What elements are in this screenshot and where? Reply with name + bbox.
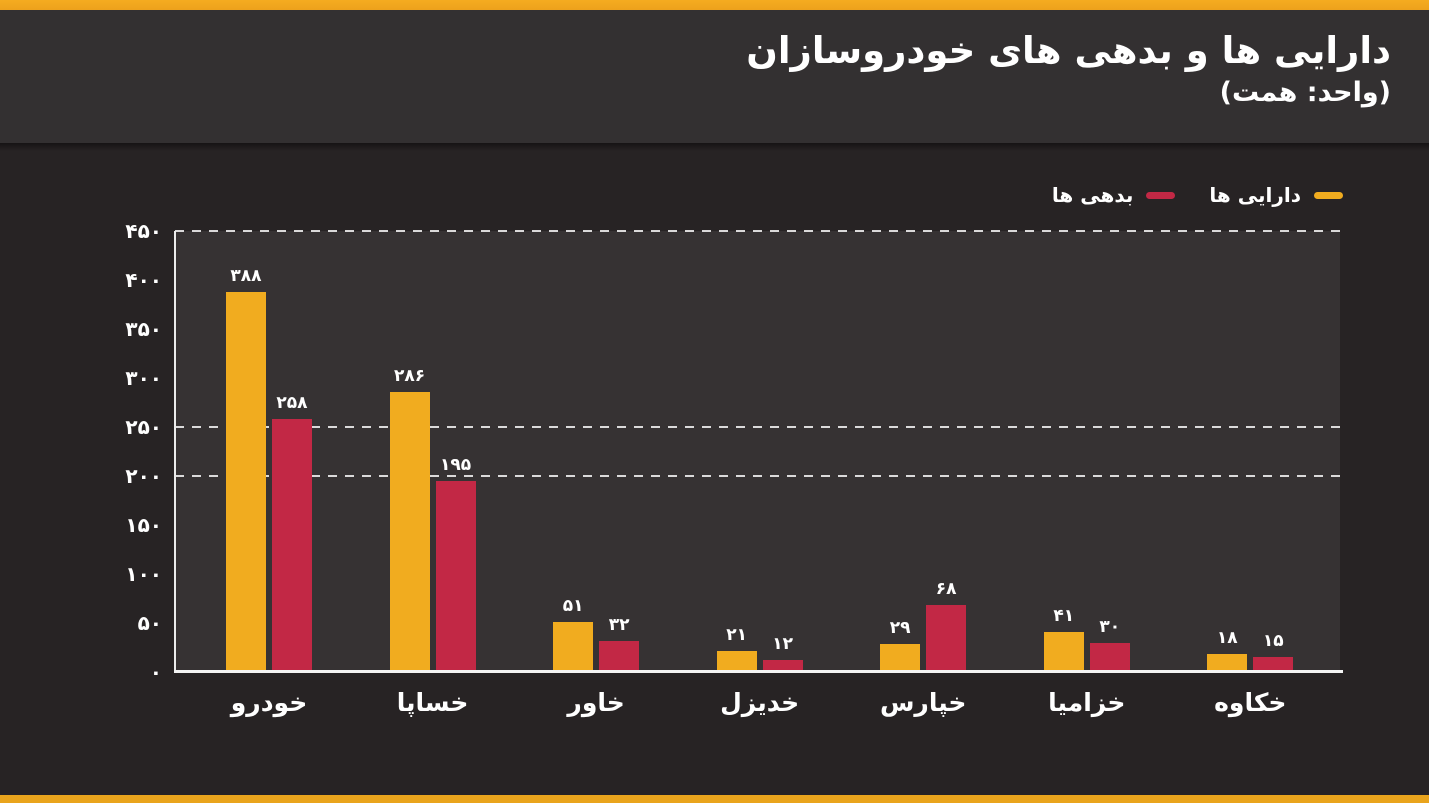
bottom-accent-strip [0,795,1429,803]
gridline-200 [175,475,1340,477]
gridline-250 [175,426,1340,428]
y-tick-label: ۲۵۰ [125,415,162,439]
legend-item-assets: دارایی ها [1209,183,1343,207]
gridline-450 [175,230,1340,232]
bar-value-label: ۱۵ [1262,631,1284,652]
category-label: خدیزل [720,688,800,717]
x-axis-line [174,670,1343,673]
plot-background [175,231,1340,672]
bar-value-label: ۶۸ [935,579,957,600]
category-label: خاور [567,688,625,717]
bar-liabilities [435,480,476,672]
bar-assets [1043,631,1084,672]
chart-legend: بدهی ها دارایی ها [1052,183,1343,207]
bar-value-label: ۱۲ [772,634,794,655]
bar-value-label: ۳۸۸ [230,265,262,286]
category-label: خزامیا [1048,688,1126,717]
y-tick-label: ۳۵۰ [125,317,162,341]
chart-unit-subtitle: (واحد: همت) [1219,77,1391,109]
bar-value-label: ۵۱ [562,596,584,617]
bar-liabilities [926,605,967,672]
y-axis-line [174,231,176,672]
bar-value-label: ۱۹۵ [439,454,472,475]
bar-assets [716,651,757,672]
bar-value-label: ۲۹ [889,617,911,638]
bar-liabilities [1089,642,1130,672]
category-label: خساپا [396,688,469,717]
y-tick-label: ۵۰ [137,611,162,635]
bar-assets [226,291,266,672]
category-label: خکاوه [1214,688,1287,717]
bar-value-label: ۲۵۸ [276,393,308,414]
bar-liabilities [762,660,803,672]
bar-value-label: ۲۸۶ [393,365,426,386]
bar-assets [1207,654,1248,672]
y-tick-label: ۴۰۰ [125,268,162,292]
y-tick-label: ۳۰۰ [125,366,162,390]
chart-header: دارایی ها و بدهی های خودروسازان (واحد: ه… [0,10,1429,143]
bar-value-label: ۲۱ [726,625,748,646]
category-label: خپارس [879,688,967,717]
legend-label-liabilities: بدهی ها [1051,183,1134,207]
top-accent-strip [0,0,1429,10]
bar-assets [389,391,430,672]
bar-assets [880,643,921,672]
bar-liabilities [599,640,640,672]
category-label: خودرو [230,688,308,717]
chart-title: دارایی ها و بدهی های خودروسازان [746,29,1391,72]
assets-color-swatch [1314,191,1343,199]
liabilities-color-swatch [1146,191,1176,199]
legend-label-assets: دارایی ها [1209,183,1301,207]
bar-liabilities [272,419,312,672]
bar-value-label: ۳۲ [608,614,630,635]
legend-item-liabilities: بدهی ها [1052,183,1176,207]
y-tick-label: ۲۰۰ [125,464,162,488]
bar-value-label: ۱۸ [1216,628,1238,649]
bar-assets [553,622,594,672]
bar-liabilities [1253,657,1294,672]
bar-value-label: ۴۱ [1053,605,1075,626]
y-tick-label: ۱۵۰ [125,513,162,537]
y-tick-label: ۱۰۰ [125,562,162,586]
y-tick-label: ۴۵۰ [125,219,162,243]
header-divider [0,143,1429,151]
bar-value-label: ۳۰ [1099,616,1121,637]
y-tick-label: ۰ [149,660,162,684]
